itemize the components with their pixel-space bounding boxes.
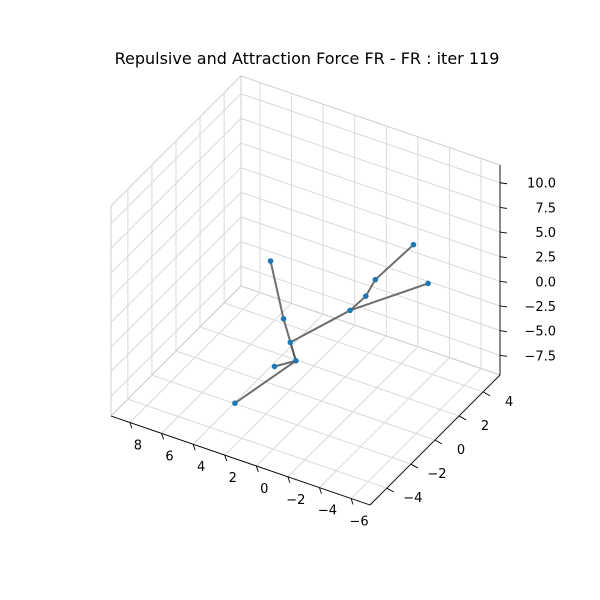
x-axis-line (110, 415, 371, 506)
y-tick-mark (410, 463, 419, 469)
x-tick-mark (319, 487, 322, 494)
x-tick-mark (161, 433, 164, 440)
y-tick-label: 4 (505, 395, 513, 410)
grid-line-z-left (110, 216, 242, 348)
edge-6-7 (274, 359, 297, 368)
z-tick-label: 7.5 (535, 201, 556, 216)
edge-6-10 (234, 359, 297, 405)
z-tick-label: −5.0 (524, 325, 556, 340)
node-1 (372, 276, 379, 283)
node-9 (267, 258, 274, 264)
grid-line-z-left (110, 167, 242, 299)
z-tick-mark (499, 330, 508, 333)
grid-line-z-back (240, 93, 501, 184)
y-tick-label: 0 (457, 443, 465, 458)
x-tick-label: 6 (165, 449, 173, 464)
z-tick-label: −7.5 (524, 349, 556, 364)
graph-nodes (232, 241, 431, 407)
node-7 (271, 363, 278, 370)
grid-line-z-left (110, 142, 242, 274)
x-tick-label: −6 (349, 514, 368, 529)
x-tick-mark (129, 422, 133, 429)
z-tick-label: 0.0 (535, 275, 556, 290)
z-tick-mark (499, 280, 508, 283)
grid-line-z-back (240, 265, 501, 356)
y-tick-label: −2 (427, 467, 446, 482)
z-tick-mark (499, 305, 508, 308)
node-6 (293, 357, 299, 364)
edge-3-5 (289, 309, 351, 344)
grid-line-y-floor (199, 326, 460, 417)
grid-line-z-left (110, 265, 242, 397)
z-tick-label: −2.5 (524, 300, 556, 315)
y-tick-mark (482, 391, 491, 397)
z-tick-mark (499, 182, 508, 185)
z-tick-label: 10.0 (527, 177, 556, 192)
grid-line-z-back (240, 142, 501, 233)
grid-line-z-left (110, 191, 242, 323)
node-3 (347, 307, 353, 314)
y-tick-mark (458, 415, 467, 421)
y-tick-label: −4 (403, 491, 422, 506)
z-tick-mark (499, 256, 508, 259)
axes-ticks: −6 −4 −2 0 2 4 6 8 −4 −2 0 2 4 10.0 7.5 5.0 2.5 0.0 −2.5 −5… (129, 177, 556, 529)
edge-4-3 (349, 282, 429, 312)
x-tick-label: 2 (229, 471, 237, 486)
z-tick-label: 5.0 (535, 226, 556, 241)
grid-line-z-left (110, 118, 242, 249)
x-tick-label: 4 (197, 460, 205, 475)
node-10 (232, 400, 238, 407)
grid-line-z-back (240, 216, 501, 307)
node-2 (363, 293, 369, 299)
grid-line-z-back (240, 167, 501, 258)
node-0 (410, 241, 417, 248)
x-tick-mark (192, 444, 196, 451)
grid-line-y-floor (151, 374, 412, 465)
z-tick-mark (499, 206, 508, 209)
axes-panes (110, 74, 501, 506)
x-tick-label: 8 (134, 439, 142, 454)
grid-line-z-back (240, 191, 501, 282)
x-tick-mark (224, 454, 228, 462)
z-tick-mark (499, 354, 508, 357)
grid-line-z-back (240, 117, 501, 208)
x-tick-label: −4 (318, 504, 337, 519)
chart-title: Repulsive and Attraction Force FR - FR :… (115, 49, 500, 68)
y-tick-mark (386, 487, 395, 493)
grid-line-y-floor (175, 350, 436, 441)
z-tick-mark (499, 231, 508, 234)
z-tick-label: 2.5 (535, 251, 556, 266)
grid-line-y-floor (223, 302, 484, 393)
edge-1-2 (364, 279, 377, 297)
node-4 (425, 280, 431, 287)
x-tick-label: −2 (286, 493, 305, 508)
x-tick-mark (350, 498, 354, 505)
graph-edges (234, 243, 429, 405)
edge-0-1 (374, 243, 415, 281)
x-tick-mark (255, 465, 259, 473)
node-5 (287, 339, 294, 346)
edge-2-3 (349, 295, 367, 312)
x-tick-label: 0 (260, 482, 268, 497)
y-tick-label: 2 (481, 419, 489, 434)
grid-line-z-left (110, 241, 242, 372)
grid-line-z-left (110, 93, 242, 225)
grid-line-y-floor (127, 398, 388, 489)
edge-8-9 (269, 260, 285, 320)
y-tick-mark (434, 439, 443, 445)
x-tick-mark (287, 476, 291, 483)
node-8 (280, 316, 287, 322)
